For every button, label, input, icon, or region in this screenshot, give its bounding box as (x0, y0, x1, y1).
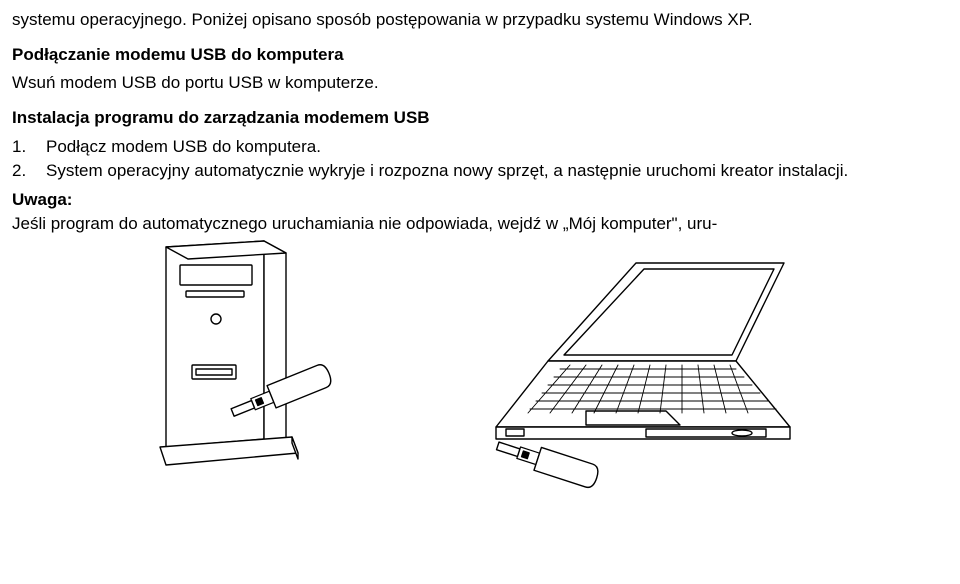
intro-paragraph: systemu operacyjnego. Poniżej opisano sp… (12, 8, 920, 33)
note-label: Uwaga: (12, 188, 920, 213)
illustration-row (12, 239, 920, 489)
document-page: systemu operacyjnego. Poniżej opisano sp… (0, 0, 960, 489)
section1-title: Podłączanie modemu USB do komputera (12, 43, 920, 68)
section2-title: Instalacja programu do zarządzania modem… (12, 106, 920, 131)
list-item: 1. Podłącz modem USB do komputera. (12, 135, 920, 160)
note-text: Jeśli program do automatycznego uruchami… (12, 212, 920, 237)
list-text: Podłącz modem USB do komputera. (46, 135, 920, 160)
list-text: System operacyjny automatycznie wykryje … (46, 159, 920, 184)
section2-list: 1. Podłącz modem USB do komputera. 2. Sy… (12, 135, 920, 184)
laptop-illustration (436, 259, 796, 489)
tower-pc-illustration (136, 239, 356, 489)
list-number: 2. (12, 159, 46, 184)
section1-body: Wsuń modem USB do portu USB w komputerze… (12, 71, 920, 96)
list-number: 1. (12, 135, 46, 160)
list-item: 2. System operacyjny automatycznie wykry… (12, 159, 920, 184)
